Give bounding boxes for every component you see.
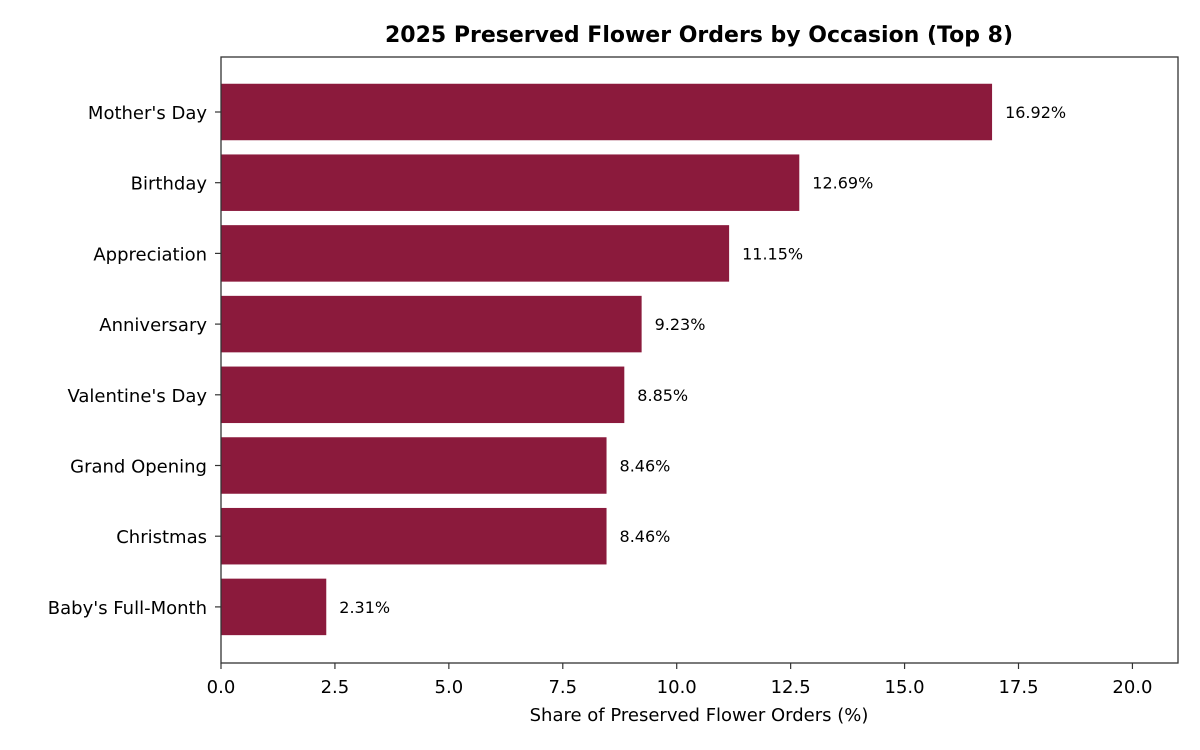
bar (221, 507, 607, 565)
x-tick-label: 5.0 (435, 677, 464, 698)
y-tick-label: Anniversary (99, 315, 207, 336)
plot-area: 16.92% Mother's Day 12.69% Birthday 11.15% Ap… (48, 56, 1179, 698)
bar (221, 366, 625, 424)
chart-title: 2025 Preserved Flower Orders by Occasion… (385, 23, 1013, 48)
bar (221, 437, 607, 494)
value-label: 11.15% (742, 244, 803, 263)
value-label: 8.46% (620, 527, 671, 546)
value-label: 12.69% (812, 174, 873, 193)
x-axis-title: Share of Preserved Flower Orders (%) (530, 705, 869, 726)
x-tick-label: 12.5 (771, 677, 811, 698)
bar (221, 154, 800, 211)
y-tick-label: Christmas (116, 527, 207, 548)
y-tick-label: Valentine's Day (67, 386, 207, 407)
bar (221, 83, 993, 141)
y-tick-label: Appreciation (93, 244, 207, 265)
y-tick-label: Birthday (131, 174, 208, 195)
bar (221, 578, 327, 636)
value-label: 8.46% (620, 457, 671, 476)
bar (221, 225, 730, 282)
x-tick-label: 7.5 (548, 677, 577, 698)
plot-frame (220, 56, 1179, 664)
y-tick-label: Grand Opening (70, 457, 207, 478)
x-tick-label: 10.0 (657, 677, 697, 698)
y-tick-label: Baby's Full-Month (48, 598, 207, 619)
value-label: 16.92% (1005, 103, 1066, 122)
x-tick-label: 15.0 (885, 677, 925, 698)
value-label: 2.31% (339, 598, 390, 617)
x-tick-label: 17.5 (998, 677, 1038, 698)
y-tick-label: Mother's Day (88, 103, 207, 124)
value-label: 9.23% (655, 315, 706, 334)
x-tick-label: 20.0 (1112, 677, 1152, 698)
value-label: 8.85% (637, 386, 688, 405)
bar (221, 295, 642, 353)
x-tick-label: 2.5 (321, 677, 350, 698)
x-tick-label: 0.0 (207, 677, 236, 698)
